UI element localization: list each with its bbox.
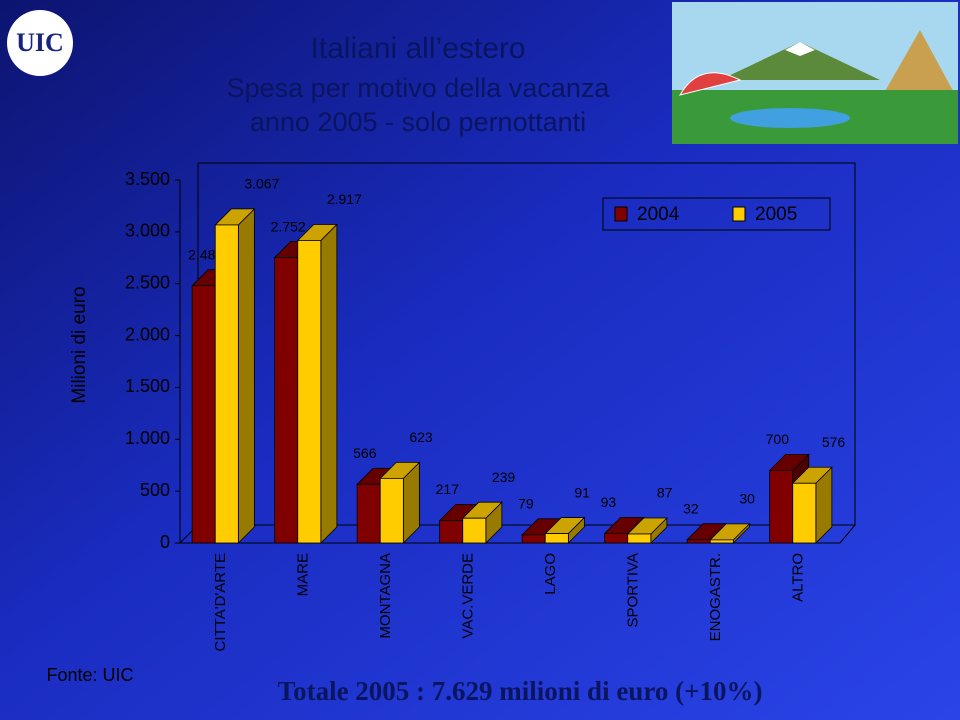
x-tick-label: LAGO (542, 553, 559, 595)
legend-label: 2005 (755, 204, 797, 225)
value-label: 566 (353, 445, 377, 461)
source: Fonte: UIC (46, 665, 133, 685)
x-tick-label: CITTA'D'ARTE (212, 553, 229, 652)
bar-front (544, 533, 569, 544)
bar-side (320, 223, 338, 544)
value-label: 93 (601, 494, 617, 510)
bar (296, 223, 338, 544)
bar-front (191, 285, 216, 544)
value-label: 30 (739, 491, 755, 507)
footer-total: Totale 2005 : 7.629 milioni di euro (+10… (278, 676, 763, 706)
value-label: 2.752 (271, 218, 306, 234)
value-label: 2.481 (188, 246, 223, 262)
bar-front (686, 539, 711, 544)
value-label: 3.067 (244, 176, 279, 192)
plot: 0 500 1.000 1.500 2.000 2.500 3.000 3.500 CITTA'… (125, 162, 857, 652)
chart-subtitle: anno 2005 - solo pernottanti (250, 107, 586, 137)
bar-front (379, 477, 404, 544)
bar-side (237, 207, 255, 544)
mountain (720, 42, 880, 80)
y-axis-label: Milioni di euro (69, 286, 90, 403)
y-tick-label: 1.500 (125, 376, 170, 396)
chart-title: Italiani all’estero (310, 32, 525, 65)
pyramid (880, 30, 958, 100)
legend-swatch (614, 206, 628, 222)
y-tick-label: 3.000 (125, 221, 170, 241)
value-label: 623 (409, 429, 433, 445)
bar-front (297, 240, 322, 544)
value-label: 2.917 (327, 191, 362, 207)
y-tick-label: 2.500 (125, 272, 170, 292)
y-tick-label: 3.500 (125, 169, 170, 189)
illustration (672, 2, 958, 144)
bar-front (769, 469, 794, 544)
x-tick-label: SPORTIVA (625, 553, 642, 627)
bar-front (521, 534, 546, 544)
chart-subtitle: Spesa per motivo della vacanza (227, 73, 611, 103)
bar (709, 522, 751, 544)
umbrella (678, 72, 742, 96)
bar-front (462, 517, 487, 544)
bar (791, 466, 833, 544)
bar-front (627, 533, 652, 544)
logo-text: UIC (16, 28, 64, 57)
legend-box (602, 197, 831, 231)
logo-circle (7, 10, 73, 76)
y-tick-label: 1.000 (125, 428, 170, 448)
x-tick-label: ALTRO (790, 553, 807, 602)
x-tick-label: VAC.VERDE (460, 553, 477, 639)
bar (214, 207, 256, 544)
bar (461, 501, 503, 544)
value-label: 79 (518, 496, 534, 512)
bar-front (604, 532, 629, 544)
logo: UIC (7, 10, 73, 76)
bar-front (439, 520, 464, 544)
lake (730, 108, 850, 128)
value-label: 87 (657, 485, 673, 501)
bar-front (274, 257, 299, 544)
legend-swatch (732, 206, 746, 222)
value-label: 700 (766, 431, 790, 447)
value-label: 217 (436, 481, 460, 497)
value-label: 576 (822, 434, 846, 450)
y-tick-label: 2.000 (125, 324, 170, 344)
y-tick-label: 500 (140, 480, 170, 500)
snow (785, 42, 815, 56)
x-tick-label: MARE (295, 553, 312, 596)
legend-label: 2004 (637, 204, 680, 225)
bar-front (214, 224, 239, 544)
bar (626, 517, 668, 544)
value-label: 239 (492, 469, 516, 485)
bar (379, 461, 421, 544)
value-label: 91 (574, 484, 590, 500)
bar-front (356, 483, 381, 544)
bar (544, 516, 586, 544)
bar-front (709, 539, 734, 544)
x-tick-label: MONTAGNA (377, 553, 394, 639)
value-label: 32 (683, 500, 699, 516)
bar-front (792, 482, 817, 544)
y-tick-label: 0 (160, 532, 170, 552)
x-tick-label: ENOGASTR. (707, 553, 724, 641)
